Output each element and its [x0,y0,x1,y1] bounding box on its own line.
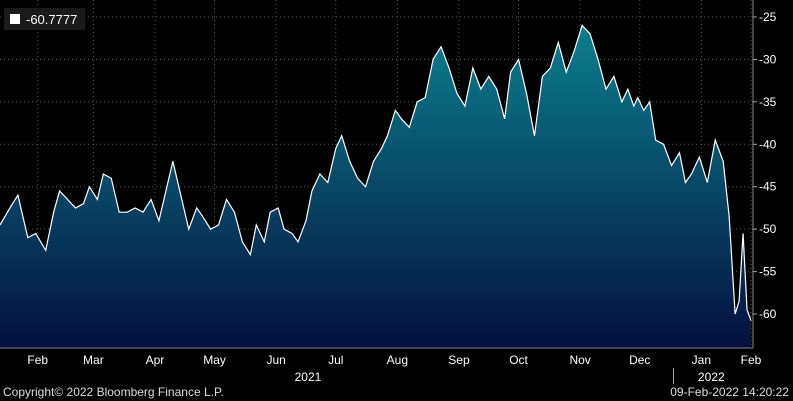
legend: -60.7777 [4,8,86,30]
x-tick-label: Apr [146,353,165,367]
x-tick-label: Jun [266,353,285,367]
y-tick-label: -55 [759,265,777,279]
year-label: 2021 [295,370,322,384]
y-tick-label: -30 [759,52,777,66]
x-tick-label: Aug [387,353,408,367]
y-tick-label: -60 [759,307,777,321]
copyright-text: Copyright© 2022 Bloomberg Finance L.P. [3,385,224,399]
y-tick-label: -35 [759,95,777,109]
year-label: 2022 [698,370,725,384]
x-tick-label: Feb [741,353,762,367]
y-tick-label: -40 [759,137,777,151]
x-tick-label: Jan [692,353,711,367]
x-tick-label: May [203,353,226,367]
x-tick-label: Feb [27,353,48,367]
series-line [0,24,752,321]
legend-label: -60.7777 [26,11,78,27]
x-tick-label: Oct [509,353,528,367]
y-axis: -25 -30 -35 -40 -45 -50 -55 -60 [753,10,777,321]
y-tick-label: -25 [759,10,777,24]
x-tick-label: Mar [83,353,104,367]
timestamp-text: 09-Feb-2022 14:20:22 [670,385,789,399]
x-axis: Feb Mar Apr May Jun Jul Aug Sep Oct Nov Dec Jan Feb 2… [27,353,762,384]
x-tick-label: Sep [448,353,470,367]
x-tick-label: Nov [569,353,590,367]
y-tick-label: -45 [759,180,777,194]
x-tick-label: Dec [629,353,650,367]
area-fill [0,25,752,349]
y-tick-label: -50 [759,222,777,236]
legend-swatch [10,14,20,24]
x-tick-label: Jul [328,353,343,367]
